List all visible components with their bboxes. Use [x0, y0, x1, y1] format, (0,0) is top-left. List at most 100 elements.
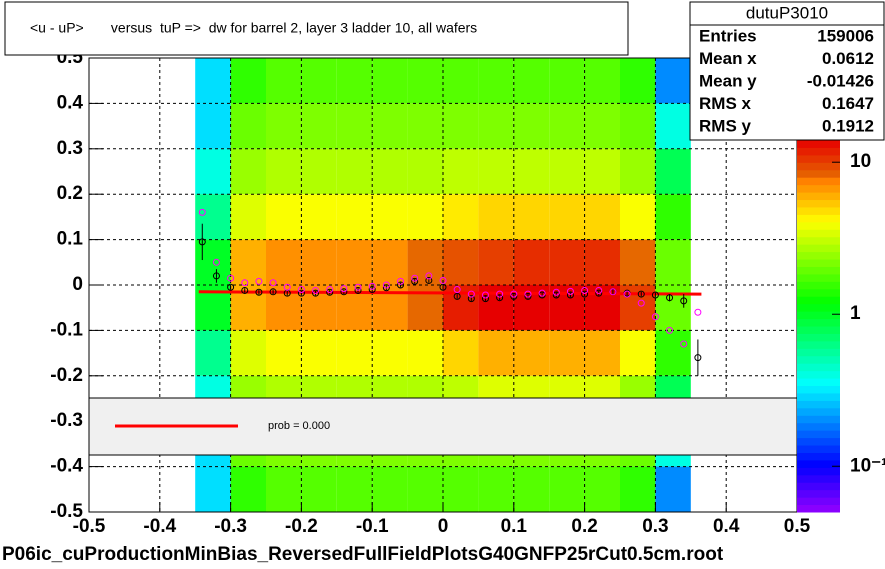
- heat-cell: [372, 239, 408, 285]
- profile-point: [212, 258, 220, 266]
- heat-cell: [195, 148, 231, 195]
- color-band: [797, 154, 840, 163]
- heat-cell: [513, 330, 550, 376]
- profile-point: [496, 290, 504, 298]
- stats-value: 0.1912: [822, 116, 874, 135]
- title-box: [4, 1, 629, 56]
- heat-cell: [195, 103, 231, 149]
- heat-cell: [549, 148, 585, 195]
- heat-cell: [620, 103, 656, 149]
- x-tick-label: 0.5: [784, 516, 811, 537]
- heat-cell: [620, 330, 656, 376]
- color-band: [797, 400, 840, 409]
- color-band: [797, 415, 840, 424]
- heat-cell: [407, 239, 443, 285]
- heat-cell: [620, 466, 656, 512]
- profile-point: [439, 283, 447, 291]
- heat-cell: [443, 58, 479, 104]
- profile-point: [241, 279, 249, 287]
- heat-cell: [549, 103, 585, 149]
- profile-point: [340, 288, 348, 296]
- heat-cell: [301, 330, 337, 376]
- x-tick-label: -0.2: [285, 516, 318, 537]
- heat-cell: [301, 103, 337, 149]
- color-band: [797, 430, 840, 439]
- heat-cell: [407, 148, 443, 195]
- color-band: [797, 437, 840, 446]
- heat-cell: [266, 103, 302, 149]
- heat-cell: [336, 103, 373, 149]
- stats-value: 159006: [817, 26, 874, 45]
- heat-cell: [336, 330, 373, 376]
- z-tick-label: 1: [850, 303, 861, 324]
- color-band: [797, 407, 840, 416]
- profile-point: [312, 289, 320, 297]
- heat-cell: [443, 330, 479, 376]
- profile-point: [595, 286, 603, 294]
- color-band: [797, 340, 840, 349]
- y-tick-label: -0.1: [50, 319, 83, 340]
- profile-point: [496, 294, 504, 302]
- stats-label: Entries: [699, 26, 757, 45]
- color-band: [797, 482, 840, 491]
- profile-point: [368, 286, 376, 294]
- color-band: [797, 266, 840, 275]
- profile-point: [354, 286, 362, 294]
- y-tick-label: 0: [72, 274, 83, 295]
- color-band: [797, 214, 840, 223]
- chart-title: <u - uP> versus tuP => dw for barrel 2, …: [30, 20, 477, 36]
- profile-point: [397, 277, 405, 285]
- profile-point: [510, 290, 518, 298]
- heat-cell: [443, 239, 479, 285]
- stats-label: Mean x: [699, 49, 757, 68]
- heat-cell: [584, 330, 620, 376]
- heat-cell: [655, 58, 691, 104]
- fit-legend-label: prob = 0.000: [268, 420, 330, 432]
- profile-point: [581, 290, 589, 298]
- profile-point: [637, 299, 645, 307]
- profile-point: [340, 285, 348, 293]
- color-band: [797, 162, 840, 171]
- heat-cell: [336, 239, 373, 285]
- heat-cell: [336, 466, 373, 512]
- profile-point: [382, 281, 390, 289]
- profile-point: [453, 286, 461, 294]
- color-band: [797, 392, 840, 401]
- heat-cell: [336, 194, 373, 240]
- x-tick-label: 0.4: [713, 516, 740, 537]
- profile-point: [212, 272, 220, 280]
- color-band: [797, 385, 840, 394]
- heat-cell: [443, 466, 479, 512]
- color-band: [797, 504, 840, 513]
- heat-cell: [478, 103, 514, 149]
- profile-point: [297, 286, 305, 294]
- y-tick-label: -0.4: [50, 456, 83, 477]
- color-band: [797, 422, 840, 431]
- heat-cell: [301, 239, 337, 285]
- heat-cell: [549, 58, 585, 104]
- profile-point: [411, 277, 419, 285]
- heat-cell: [620, 58, 656, 104]
- color-band: [797, 467, 840, 476]
- heat-cell: [443, 148, 479, 195]
- heat-cell: [478, 239, 514, 285]
- color-band: [797, 199, 840, 208]
- y-tick-label: 0.3: [57, 138, 83, 159]
- heat-cell: [655, 239, 691, 285]
- x-tick-label: 0.1: [501, 516, 528, 537]
- heat-cell: [195, 466, 231, 512]
- heat-cell: [584, 239, 620, 285]
- heat-cell: [655, 194, 691, 240]
- profile-point: [666, 326, 674, 334]
- heat-cell: [443, 194, 479, 240]
- footer: P06ic_cuProductionMinBias_ReversedFullFi…: [2, 544, 724, 565]
- y-tick-label: 0.1: [57, 229, 84, 250]
- profile-point: [524, 292, 532, 300]
- heat-cell: [372, 194, 408, 240]
- heat-cell: [195, 58, 231, 104]
- profile-point: [609, 288, 617, 296]
- profile-point: [269, 288, 277, 296]
- color-band: [797, 303, 840, 312]
- y-tick-label: 0.2: [57, 183, 83, 204]
